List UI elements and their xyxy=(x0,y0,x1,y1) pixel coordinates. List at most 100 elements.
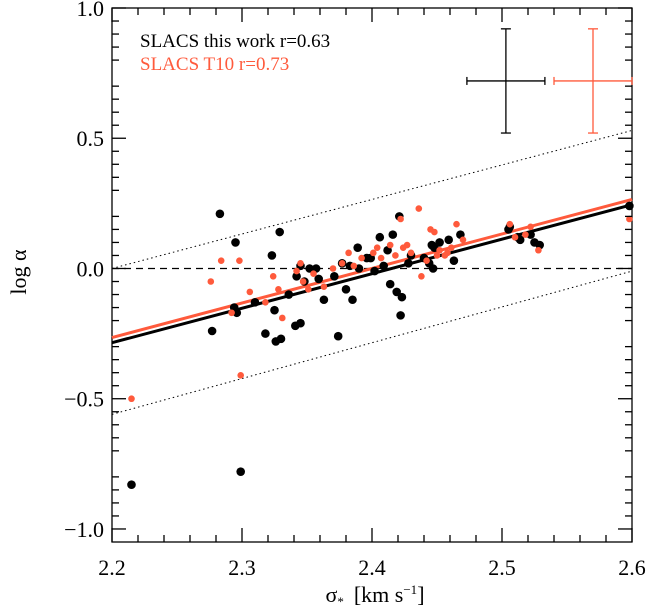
data-point-black xyxy=(449,256,459,265)
data-point-red xyxy=(128,395,135,403)
data-point-red xyxy=(207,278,215,285)
data-point-red xyxy=(236,257,243,264)
data-point-black xyxy=(333,331,343,341)
data-point-red xyxy=(433,252,441,259)
data-point-red xyxy=(436,246,443,254)
data-point-black xyxy=(231,238,240,247)
x-tick-label: 2.6 xyxy=(618,555,646,580)
data-point-black xyxy=(296,318,305,328)
data-point-black xyxy=(625,201,634,211)
data-point-black xyxy=(314,274,324,284)
legend-entry-red: SLACS T10 r=0.73 xyxy=(140,54,289,75)
data-point-red xyxy=(522,231,529,238)
data-point-black xyxy=(261,329,270,338)
data-point-black xyxy=(292,272,301,281)
data-point-black xyxy=(370,266,379,276)
data-point-red xyxy=(269,273,277,280)
data-point-black xyxy=(385,279,395,289)
data-point-red xyxy=(350,262,358,270)
data-point-red xyxy=(262,299,269,306)
data-point-red xyxy=(626,215,633,223)
data-point-red xyxy=(297,259,304,267)
scatter-bound-line-1 xyxy=(111,129,633,269)
scatter-bound-line-2 xyxy=(111,270,633,415)
data-point-black xyxy=(270,305,279,315)
data-point-black xyxy=(215,209,225,219)
data-point-red xyxy=(407,249,415,257)
data-point-black xyxy=(341,285,351,294)
data-point-red xyxy=(397,215,404,223)
data-point-black xyxy=(305,264,314,273)
data-point-red xyxy=(448,244,455,251)
data-point-black xyxy=(276,334,286,344)
x-tick-label: 2.2 xyxy=(98,555,126,580)
data-point-black xyxy=(404,258,413,268)
data-point-red xyxy=(403,241,411,249)
data-point-red xyxy=(377,254,385,262)
data-point-red xyxy=(329,265,337,272)
data-point-red xyxy=(431,228,438,236)
data-point-black xyxy=(392,287,402,297)
data-point-black xyxy=(353,243,363,252)
data-point-black xyxy=(232,308,242,318)
data-point-red xyxy=(423,257,430,264)
data-point-black xyxy=(319,295,329,305)
data-point-black xyxy=(388,230,398,239)
data-point-red xyxy=(320,283,328,291)
data-point-red xyxy=(246,288,254,296)
data-point-red xyxy=(386,241,394,249)
x-tick-label: 2.3 xyxy=(228,555,256,580)
data-point-red xyxy=(338,259,346,267)
y-tick-label: 1.0 xyxy=(77,0,105,21)
data-point-black xyxy=(207,326,217,336)
data-point-black xyxy=(396,311,405,320)
x-tick-label: 2.5 xyxy=(488,555,516,580)
legend-entry-black: SLACS this work r=0.63 xyxy=(140,31,330,52)
data-point-red xyxy=(373,244,381,251)
data-point-black xyxy=(397,292,407,302)
data-point-black xyxy=(284,290,294,299)
data-point-black xyxy=(236,467,245,476)
y-tick-label: 0.0 xyxy=(77,256,105,281)
data-points xyxy=(127,201,634,489)
data-point-black xyxy=(375,232,385,242)
axis-ticks: 2.2 2.3 2.4 2.5 2.6 1.0 0.5 0.0 −0.5 −1.0 xyxy=(64,0,646,580)
x-tick-label: 2.4 xyxy=(358,555,386,580)
data-point-black xyxy=(428,264,438,273)
data-point-red xyxy=(506,220,514,228)
data-point-black xyxy=(250,298,260,307)
data-point-red xyxy=(275,286,282,293)
data-point-red xyxy=(418,273,425,280)
y-tick-label: −1.0 xyxy=(64,517,104,542)
data-point-red xyxy=(228,309,235,317)
reference-lines xyxy=(111,129,633,415)
x-axis-label: σ* [km s−1] xyxy=(325,582,424,609)
error-bars xyxy=(466,28,633,134)
data-point-red xyxy=(370,249,377,257)
data-point-red xyxy=(415,205,423,212)
data-point-black xyxy=(275,227,285,237)
data-point-red xyxy=(511,233,519,241)
data-point-black xyxy=(379,261,389,271)
data-point-black xyxy=(267,251,277,260)
data-point-black xyxy=(330,272,339,281)
data-point-red xyxy=(527,223,534,231)
y-axis-label: log α xyxy=(6,249,31,295)
data-point-red xyxy=(444,249,451,257)
data-point-red xyxy=(535,246,542,254)
data-point-black xyxy=(526,230,535,239)
data-point-red xyxy=(358,254,365,262)
data-point-black xyxy=(127,480,136,489)
legend: SLACS this work r=0.63 SLACS T10 r=0.73 xyxy=(140,31,330,75)
data-point-red xyxy=(279,314,286,322)
data-point-red xyxy=(305,286,312,293)
data-point-black xyxy=(444,235,454,245)
data-point-red xyxy=(310,270,317,277)
plot-area: 2.2 2.3 2.4 2.5 2.6 1.0 0.5 0.0 −0.5 −1.0 xyxy=(64,0,646,580)
y-tick-label: −0.5 xyxy=(64,387,104,412)
data-point-red xyxy=(459,236,467,244)
data-point-red xyxy=(237,371,244,379)
data-point-red xyxy=(392,252,399,259)
data-point-red xyxy=(299,278,307,285)
